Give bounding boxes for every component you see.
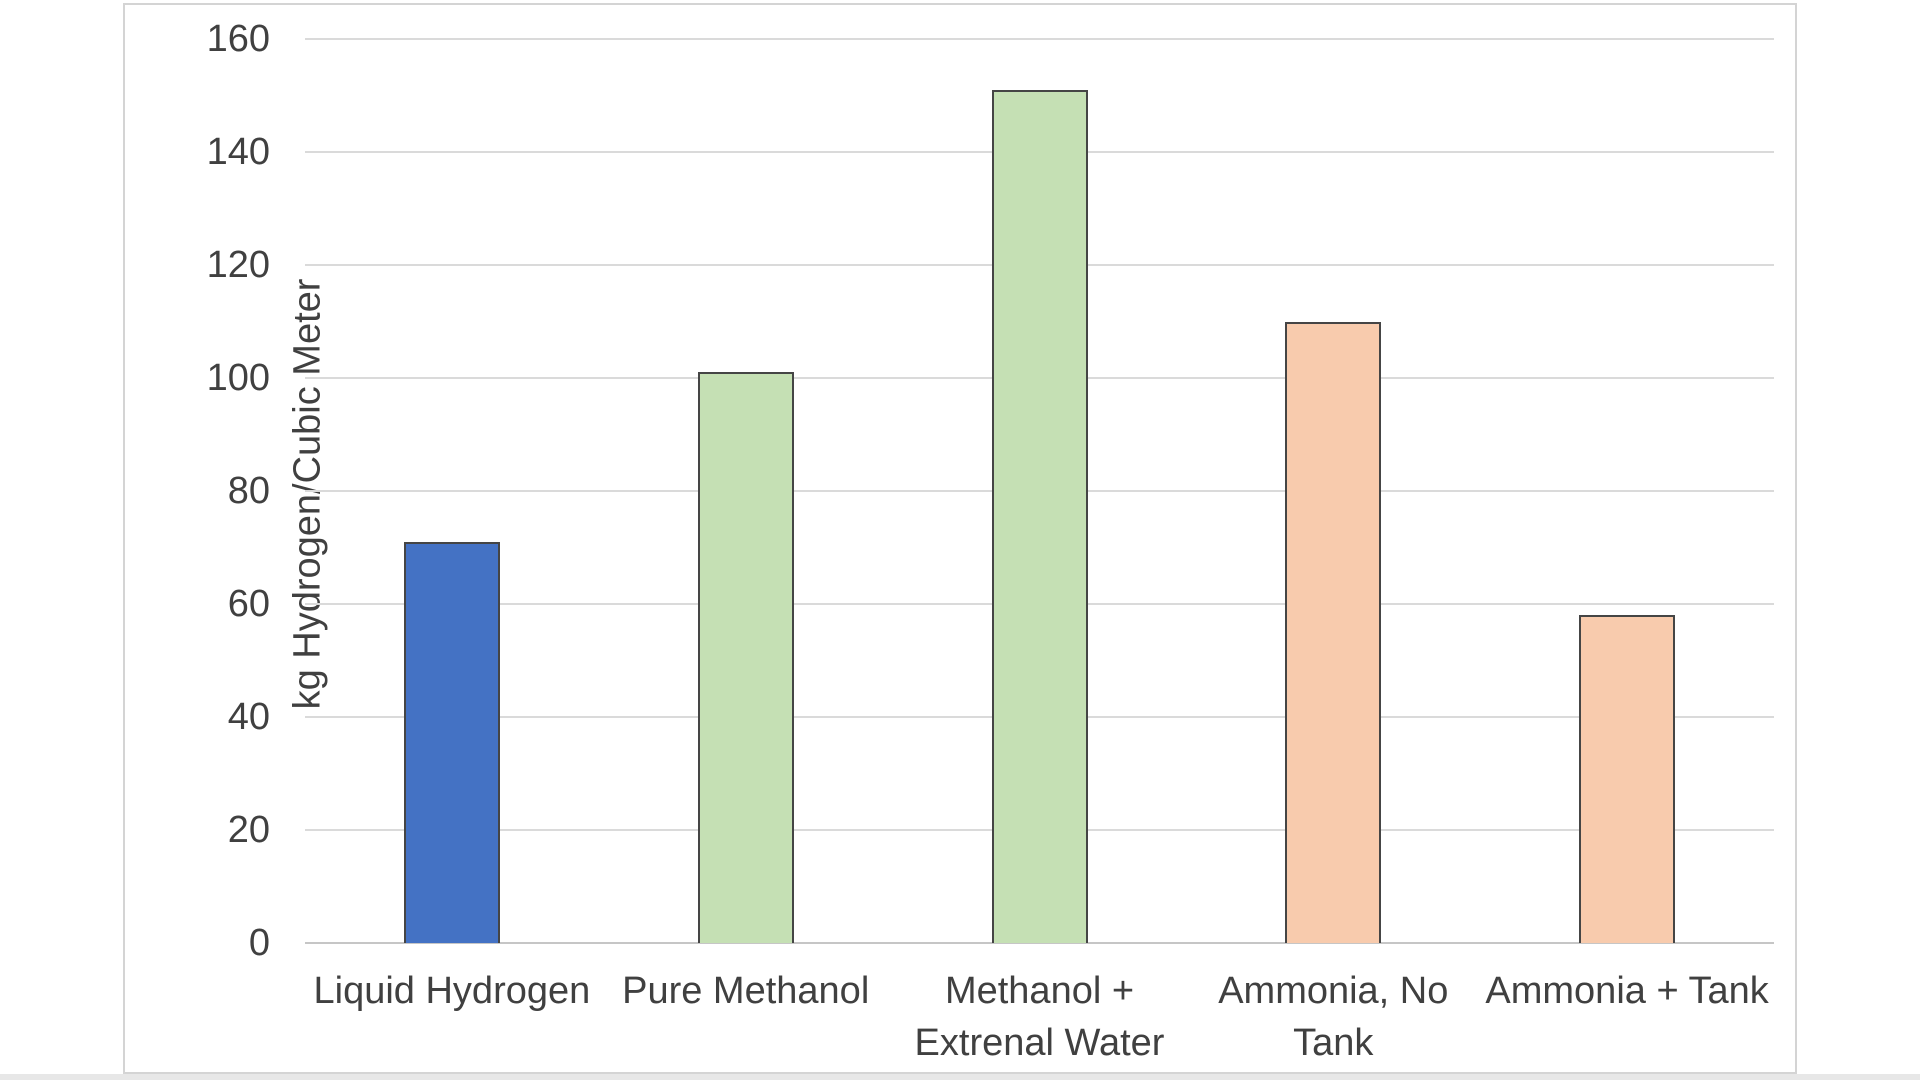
y-tick-label-20: 20 <box>227 809 270 851</box>
bar-ammonia-no-tank <box>1285 321 1382 943</box>
bar-ammonia-tank <box>1579 615 1676 943</box>
y-tick-label-80: 80 <box>227 470 270 512</box>
y-axis-title: kg Hydrogen/Cubic Meter <box>286 278 329 710</box>
bar-liquid-hydrogen <box>403 541 500 943</box>
bottom-edge-strip <box>0 1074 1920 1080</box>
y-tick-label-100: 100 <box>206 357 270 399</box>
x-category-label-3: Ammonia, No Tank <box>1218 970 1449 1064</box>
bar-methanol-extrenal-water <box>991 89 1088 943</box>
x-category-label-0: Liquid Hydrogen <box>313 970 591 1012</box>
bar-pure-methanol <box>697 372 794 943</box>
x-category-label-2: Methanol + Extrenal Water <box>914 970 1165 1064</box>
y-tick-label-160: 160 <box>206 18 270 60</box>
y-tick-label-120: 120 <box>206 244 270 286</box>
y-tick-label-140: 140 <box>206 131 270 173</box>
x-axis-line <box>305 942 1774 944</box>
y-tick-label-60: 60 <box>227 583 270 625</box>
chart-canvas: kg Hydrogen/Cubic Meter 0 20 40 60 80 100 120 1… <box>123 3 1797 1074</box>
gridline-160 <box>305 38 1774 40</box>
y-tick-label-0: 0 <box>248 922 270 964</box>
x-category-label-4: Ammonia + Tank <box>1485 970 1769 1012</box>
y-tick-label-40: 40 <box>227 696 270 738</box>
x-category-label-1: Pure Methanol <box>622 970 870 1012</box>
